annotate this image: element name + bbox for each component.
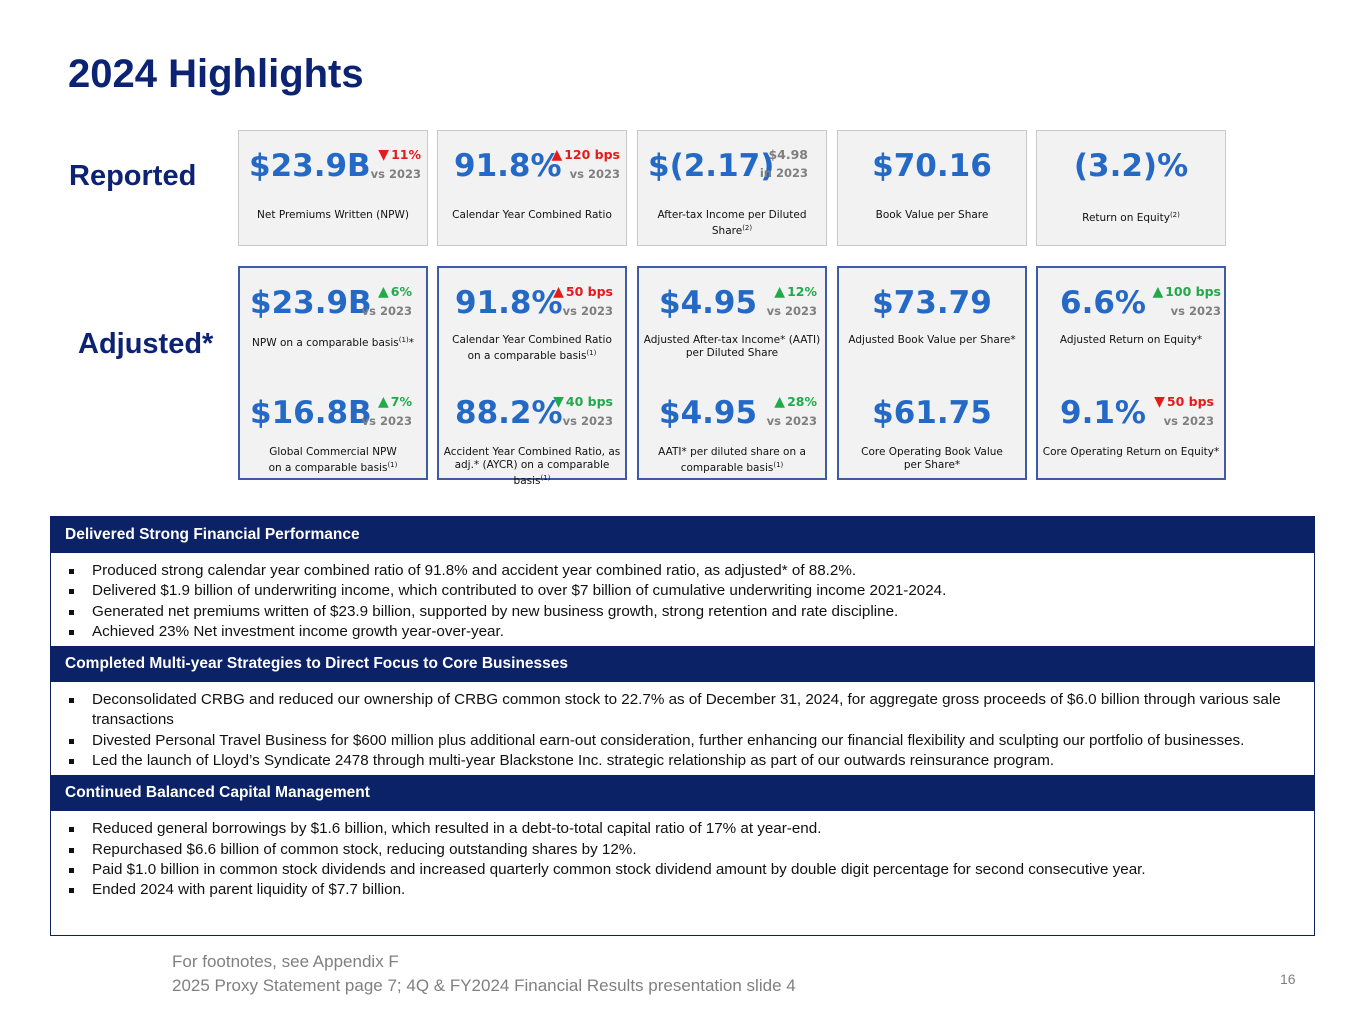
up-triangle-icon: ▲	[774, 284, 786, 300]
metric-label: NPW on a comparable basis(1)*	[252, 336, 414, 349]
reported-card-npw: $23.9B ▼ 11% vs 2023 Net Premiums Written …	[238, 130, 428, 246]
metric-value: $(2.17)	[648, 148, 775, 184]
footnote-line: 2025 Proxy Statement page 7; 4Q & FY2024…	[172, 976, 796, 995]
up-triangle-icon: ▲	[1152, 284, 1164, 300]
metric-change: ▲ 50 bps vs 2023	[553, 284, 613, 318]
metric-value: $73.79	[872, 285, 992, 321]
adjusted-card-book-value: $73.79 Adjusted Book Value per Share* $6…	[837, 266, 1027, 480]
reported-card-roe: (3.2)% Return on Equity(2)	[1036, 130, 1226, 246]
bullet-item: Repurchased $6.6 billion of common stock…	[69, 840, 1294, 860]
bullet-item: Achieved 23% Net investment income growt…	[69, 622, 1294, 642]
section-body-core-businesses: Deconsolidated CRBG and reduced our owne…	[51, 682, 1314, 775]
metric-value: 9.1%	[1060, 395, 1146, 431]
metric-bottom: $61.75 Core Operating Book Value per Shar…	[839, 378, 1025, 488]
highlights-panel: Delivered Strong Financial Performance P…	[50, 516, 1315, 936]
section-heading-financial-performance: Delivered Strong Financial Performance	[51, 517, 1314, 553]
metric-value: $4.95	[659, 395, 758, 431]
metric-change: ▲ 6% vs 2023	[361, 284, 412, 318]
reported-card-after-tax-income: $(2.17) $4.98 in 2023 After-tax Income pe…	[637, 130, 827, 246]
metric-top: $73.79 Adjusted Book Value per Share*	[839, 268, 1025, 378]
metric-value: (3.2)%	[1073, 148, 1189, 184]
metric-value: 6.6%	[1060, 285, 1146, 321]
metric-change: ▲ 100 bps vs 2023	[1152, 284, 1221, 318]
metric-change: ▼ 40 bps vs 2023	[553, 394, 613, 428]
adjusted-card-aati: $4.95 ▲ 12% vs 2023 Adjusted After-tax Inc…	[637, 266, 827, 480]
metric-label: Global Commercial NPW on a comparable bas…	[268, 446, 398, 474]
metric-top: $4.95 ▲ 12% vs 2023 Adjusted After-tax Inc…	[639, 268, 825, 378]
metric-change: ▲ 28% vs 2023	[766, 394, 817, 428]
metric-change: ▼ 11% vs 2023	[370, 147, 421, 181]
metric-bottom: 9.1% ▼ 50 bps vs 2023 Core Operating Retur…	[1038, 378, 1224, 488]
metric-value: $4.95	[659, 285, 758, 321]
metric-change: ▲ 7% vs 2023	[361, 394, 412, 428]
bullet-item: Reduced general borrowings by $1.6 billi…	[69, 819, 1294, 839]
metric-label: Return on Equity(2)	[1082, 211, 1180, 224]
metric-value: $23.9B	[250, 285, 372, 321]
metric-label: Book Value per Share	[875, 209, 989, 221]
metric-value: $70.16	[872, 148, 992, 184]
reported-card-combined-ratio: 91.8% ▲ 120 bps vs 2023 Calendar Year Comb…	[437, 130, 627, 246]
metric-bottom: $4.95 ▲ 28% vs 2023 AATI* per diluted shar…	[639, 378, 825, 488]
metric-change: ▼ 50 bps vs 2023	[1154, 394, 1214, 428]
down-triangle-icon: ▼	[1154, 394, 1165, 410]
reported-row-label: Reported	[69, 160, 197, 192]
bullet-item: Deconsolidated CRBG and reduced our owne…	[69, 690, 1294, 731]
up-triangle-icon: ▲	[377, 394, 389, 410]
page-number: 16	[1280, 971, 1296, 987]
bullet-item: Paid $1.0 billion in common stock divide…	[69, 860, 1294, 880]
bullet-item: Led the launch of Lloyd’s Syndicate 2478…	[69, 751, 1294, 771]
metric-value: $61.75	[872, 395, 992, 431]
down-triangle-icon: ▼	[378, 147, 390, 163]
metric-change: ▲ 12% vs 2023	[766, 284, 817, 318]
metric-label: Calendar Year Combined Ratio on a compara…	[452, 334, 612, 362]
metric-bottom: 88.2% ▼ 40 bps vs 2023 Accident Year Combi…	[439, 378, 625, 488]
metric-label: After-tax Income per Diluted Share(2)	[657, 209, 807, 237]
metric-change: $4.98 in 2023	[759, 147, 808, 180]
adjusted-card-roe: 6.6% ▲ 100 bps vs 2023 Adjusted Return on …	[1036, 266, 1226, 480]
bullet-item: Divested Personal Travel Business for $6…	[69, 731, 1294, 751]
section-body-capital-management: Reduced general borrowings by $1.6 billi…	[51, 811, 1314, 904]
metric-value: 91.8%	[455, 285, 563, 321]
metric-bottom: $16.8B ▲ 7% vs 2023 Global Commercial NPW o…	[240, 378, 426, 488]
down-triangle-icon: ▼	[553, 394, 564, 410]
metric-top: 6.6% ▲ 100 bps vs 2023 Adjusted Return on …	[1038, 268, 1224, 378]
section-heading-capital-management: Continued Balanced Capital Management	[51, 775, 1314, 812]
section-heading-core-businesses: Completed Multi-year Strategies to Direc…	[51, 646, 1314, 683]
footnote-line: For footnotes, see Appendix F	[172, 952, 399, 971]
metric-label: Net Premiums Written (NPW)	[257, 209, 409, 221]
metric-label: Adjusted After-tax Income* (AATI) per Dil…	[643, 334, 821, 359]
metric-label: Adjusted Book Value per Share*	[848, 334, 1016, 346]
footnotes: For footnotes, see Appendix F 2025 Proxy…	[172, 950, 796, 998]
metric-value: $16.8B	[250, 395, 372, 431]
metric-value: 88.2%	[455, 395, 563, 431]
bullet-item: Ended 2024 with parent liquidity of $7.7…	[69, 880, 1294, 900]
metric-value: 91.8%	[454, 148, 562, 184]
adjusted-card-combined-ratio: 91.8% ▲ 50 bps vs 2023 Calendar Year Combi…	[437, 266, 627, 487]
metric-label: Core Operating Book Value per Share*	[861, 446, 1003, 471]
metric-change: ▲ 120 bps vs 2023	[551, 147, 620, 181]
up-triangle-icon: ▲	[553, 284, 564, 300]
metric-label: Core Operating Return on Equity*	[1042, 446, 1220, 458]
up-triangle-icon: ▲	[774, 394, 786, 410]
bullet-item: Generated net premiums written of $23.9 …	[69, 602, 1294, 622]
adjusted-card-npw: $23.9B ▲ 6% vs 2023 NPW on a comparable ba…	[238, 266, 428, 480]
reported-card-book-value: $70.16 Book Value per Share	[837, 130, 1027, 246]
bullet-item: Delivered $1.9 billion of underwriting i…	[69, 581, 1294, 601]
metric-label: Accident Year Combined Ratio, as adj.* (A…	[443, 446, 621, 487]
metric-top: 91.8% ▲ 50 bps vs 2023 Calendar Year Combi…	[439, 268, 625, 378]
metric-top: $23.9B ▲ 6% vs 2023 NPW on a comparable ba…	[240, 268, 426, 378]
page-title: 2024 Highlights	[68, 52, 364, 96]
up-triangle-icon: ▲	[377, 284, 389, 300]
section-body-financial-performance: Produced strong calendar year combined r…	[51, 553, 1314, 646]
up-triangle-icon: ▲	[551, 147, 563, 163]
bullet-item: Produced strong calendar year combined r…	[69, 561, 1294, 581]
metric-label: Calendar Year Combined Ratio	[452, 209, 612, 221]
metric-label: Adjusted Return on Equity*	[1059, 334, 1203, 346]
metric-label: AATI* per diluted share on a comparable b…	[658, 446, 806, 474]
adjusted-row-label: Adjusted*	[78, 328, 214, 360]
metric-value: $23.9B	[249, 148, 371, 184]
